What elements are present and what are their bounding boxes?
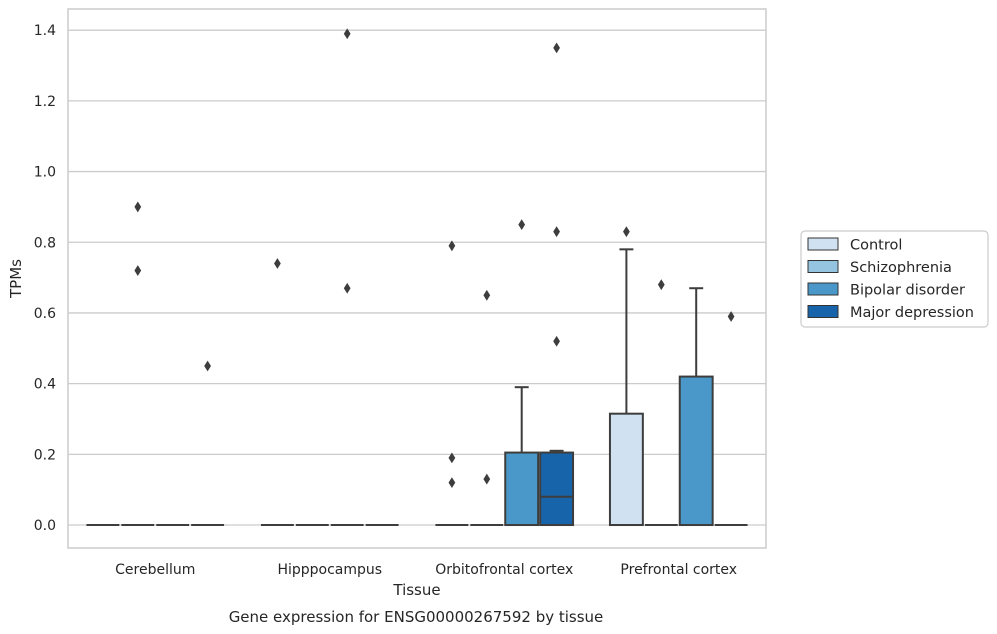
outlier-point (134, 201, 142, 213)
legend-swatch (807, 237, 839, 251)
outlier-point (483, 473, 491, 485)
x-tick-label: Orbitofrontal cortex (435, 562, 573, 578)
box-schizophrenia (644, 279, 678, 527)
outlier-point (727, 311, 735, 322)
legend-label: Schizophrenia (850, 260, 952, 276)
box-control (608, 226, 644, 527)
box-control (260, 258, 294, 527)
y-tick-label: 1.4 (34, 23, 56, 39)
outlier-point (274, 258, 281, 269)
outlier-point (553, 226, 560, 238)
x-axis-label: Tissue (392, 581, 440, 599)
box-major-depression (191, 360, 225, 527)
legend-item: Bipolar disorder (807, 282, 965, 299)
legend-label: Major depression (850, 305, 974, 321)
outlier-point (343, 28, 351, 40)
outlier-point (657, 279, 665, 291)
box-body (539, 451, 575, 527)
legend-label: Control (850, 238, 902, 254)
box-body (678, 375, 714, 527)
outlier-point (448, 452, 456, 464)
legend-item: Schizophrenia (807, 260, 952, 276)
x-tick-label: Cerebellum (115, 562, 195, 578)
outlier-point (553, 335, 560, 347)
legend-swatch (807, 305, 839, 318)
outlier-point (204, 360, 211, 372)
plot-frame (67, 8, 767, 549)
y-tick-label: 1.2 (34, 94, 56, 110)
y-tick-label: 0.0 (34, 518, 56, 534)
outlier-point (448, 477, 456, 489)
y-axis-label: TPMs (7, 259, 25, 299)
box-control (435, 240, 469, 527)
outlier-point (518, 219, 526, 230)
legend-swatch (807, 282, 839, 296)
y-tick-label: 0.4 (34, 377, 56, 393)
y-tick-labels: 0.0 0.2 0.4 0.6 0.8 1.0 1.2 1.4 (34, 23, 56, 534)
x-tick-label: Hipppocampus (277, 562, 382, 578)
legend-item: Control (807, 237, 902, 254)
box-schizophrenia (121, 201, 155, 527)
gridlines (68, 29, 766, 526)
x-tick-label: Prefrontal cortex (620, 562, 737, 578)
outlier-point (553, 42, 560, 54)
box-major-depression (714, 311, 748, 527)
box-body (608, 412, 644, 527)
box-major-depression (539, 42, 575, 527)
figure-caption: Gene expression for ENSG00000267592 by t… (229, 608, 604, 626)
y-tick-label: 0.6 (34, 306, 56, 322)
box-bipolar-disorder (504, 219, 540, 527)
box-bipolar-disorder (678, 287, 714, 527)
legend-label: Bipolar disorder (850, 283, 965, 299)
legend-frame (800, 230, 989, 328)
y-tick-label: 0.2 (34, 447, 56, 463)
outlier-point (623, 226, 630, 238)
box-body (504, 451, 540, 527)
y-tick-label: 1.0 (34, 165, 56, 181)
boxes (86, 28, 748, 527)
legend-item: Major depression (807, 305, 974, 321)
legend-swatch (807, 260, 839, 273)
box-bipolar-disorder (330, 28, 364, 527)
legend: Control Schizophrenia Bipolar disorder Majo… (800, 230, 989, 328)
x-tick-labels: Cerebellum Hipppocampus Orbitofrontal cort… (115, 562, 737, 578)
outlier-point (448, 240, 456, 252)
outlier-point (343, 282, 351, 294)
outlier-point (134, 265, 142, 276)
y-tick-label: 0.8 (34, 235, 56, 251)
box-schizophrenia (470, 289, 504, 527)
outlier-point (483, 289, 491, 301)
